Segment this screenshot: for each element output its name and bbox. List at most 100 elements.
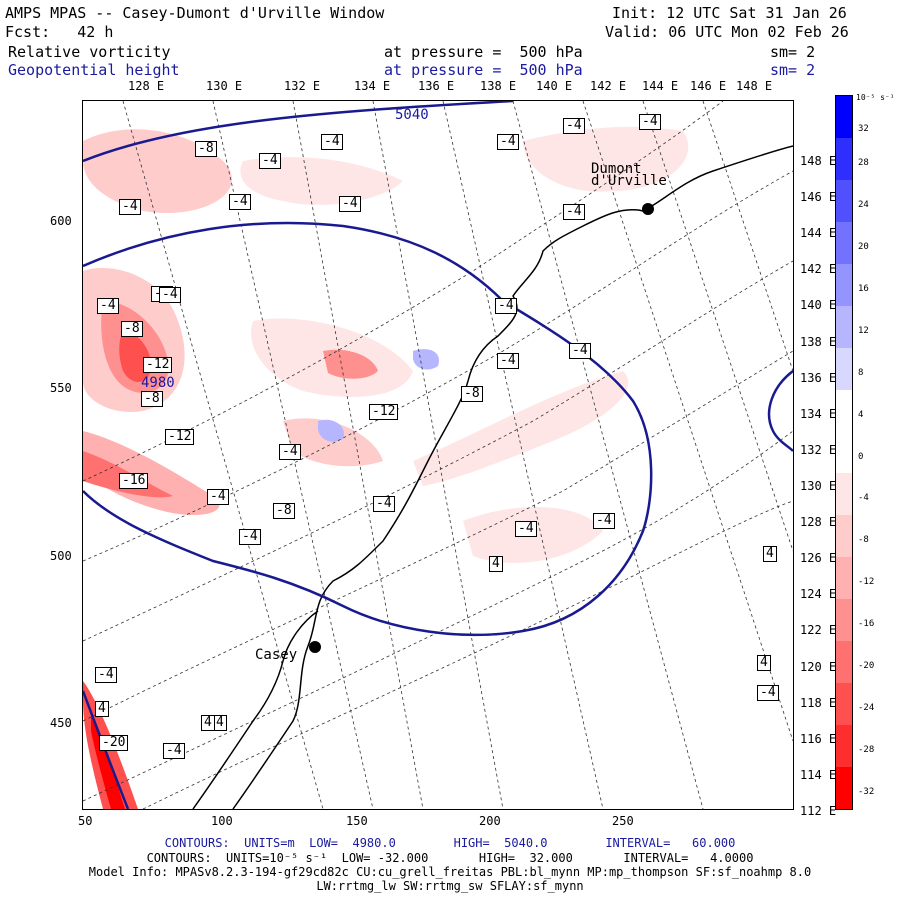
field2-name: Geopotential height bbox=[8, 61, 180, 79]
right-lon-label: 146 E bbox=[800, 190, 837, 205]
vorticity-contour-label: -4 bbox=[159, 287, 181, 303]
right-lon-label: 112 E bbox=[800, 804, 837, 818]
top-lon-label: 128 E bbox=[128, 79, 165, 93]
colorbar-swatch bbox=[836, 347, 852, 390]
x-tick-label: 150 bbox=[346, 814, 368, 828]
vorticity-contour-label: -4 bbox=[497, 134, 519, 150]
vorticity-contour-label: -4 bbox=[495, 298, 517, 314]
x-tick-label: 100 bbox=[211, 814, 233, 828]
right-lon-label: 142 E bbox=[800, 262, 837, 277]
vorticity-contour-label: -4 bbox=[163, 743, 185, 759]
colorbar-units: 10⁻⁵ s⁻¹ bbox=[856, 93, 895, 102]
vorticity-contour-label: -4 bbox=[95, 667, 117, 683]
forecast-hour: Fcst: 42 h bbox=[5, 23, 114, 41]
top-lon-label: 134 E bbox=[354, 79, 391, 93]
vorticity-contour-label: 4 bbox=[489, 556, 503, 572]
vorticity-contour-label: -4 bbox=[593, 513, 615, 529]
colorbar-swatch bbox=[836, 725, 852, 768]
colorbar-swatch bbox=[836, 96, 852, 138]
vorticity-contour-label: -20 bbox=[99, 735, 129, 751]
colorbar-level-label: 12 bbox=[858, 325, 869, 336]
vorticity-contour-label: -4 bbox=[757, 685, 779, 701]
vorticity-contour-label: 4 bbox=[95, 701, 109, 717]
colorbar-swatch bbox=[836, 683, 852, 726]
vorticity-contour-label: -4 bbox=[259, 153, 281, 169]
colorbar-swatch bbox=[836, 767, 852, 809]
right-lon-label: 148 E bbox=[800, 154, 837, 168]
colorbar-level-label: -28 bbox=[858, 745, 875, 756]
vorticity-contour-label: -8 bbox=[121, 321, 143, 337]
vorticity-contour-label: -4 bbox=[207, 489, 229, 505]
valid-time: Valid: 06 UTC Mon 02 Feb 26 bbox=[605, 23, 849, 41]
colorbar-level-label: -12 bbox=[858, 577, 875, 588]
colorbar-swatch bbox=[836, 221, 852, 264]
vorticity-contour-label: -12 bbox=[143, 357, 173, 373]
field1-smoothing: sm= 2 bbox=[770, 43, 816, 61]
right-lon-label: 122 E bbox=[800, 623, 837, 638]
colorbar-level-label: 8 bbox=[858, 367, 864, 378]
field2-smoothing: sm= 2 bbox=[770, 61, 816, 79]
vorticity-contour-label: -4 bbox=[239, 529, 261, 545]
vorticity-contour-label: 4 bbox=[763, 546, 777, 562]
colorbar-level-label: -16 bbox=[858, 619, 875, 630]
vorticity-contour-label: -12 bbox=[369, 404, 399, 420]
height-label-4980: 4980 bbox=[141, 375, 175, 391]
top-lon-label: 132 E bbox=[284, 79, 321, 93]
colorbar-level-label: 0 bbox=[858, 451, 864, 462]
vorticity-contour-label: -4 bbox=[97, 298, 119, 314]
y-tick-label: 550 bbox=[50, 381, 72, 395]
right-lon-label: 138 E bbox=[800, 334, 837, 349]
vorticity-contour-label: 4 bbox=[213, 715, 227, 731]
colorbar-swatch bbox=[836, 179, 852, 222]
right-lon-label: 126 E bbox=[800, 551, 837, 566]
colorbar-level-label: 32 bbox=[858, 123, 869, 134]
coastline bbox=[192, 145, 793, 809]
right-lon-label: 124 E bbox=[800, 587, 837, 602]
right-lon-label: 140 E bbox=[800, 298, 837, 313]
vorticity-contour-label: -4 bbox=[569, 343, 591, 359]
vorticity-contour-label: 4 bbox=[757, 655, 771, 671]
casey-label: Casey bbox=[255, 647, 298, 663]
map-canvas bbox=[83, 101, 793, 809]
right-lon-label: 144 E bbox=[800, 226, 837, 241]
colorbar-swatch bbox=[836, 137, 852, 180]
top-lon-label: 130 E bbox=[206, 79, 243, 93]
colorbar-swatch bbox=[836, 515, 852, 558]
vorticity-shading bbox=[83, 126, 689, 809]
vorticity-contour-label: -8 bbox=[273, 503, 295, 519]
colorbar-level-label: 24 bbox=[858, 199, 869, 210]
vorticity-contour-label: -4 bbox=[373, 496, 395, 512]
colorbar-level-label: 4 bbox=[858, 409, 864, 420]
init-time: Init: 12 UTC Sat 31 Jan 26 bbox=[612, 4, 847, 22]
vorticity-contour-label: -12 bbox=[165, 429, 195, 445]
vorticity-contour-label: 4 bbox=[201, 715, 215, 731]
colorbar-level-label: 20 bbox=[858, 241, 869, 252]
vorticity-contour-label: -4 bbox=[515, 521, 537, 537]
model-title: AMPS MPAS -- Casey-Dumont d'Urville Wind… bbox=[5, 4, 385, 22]
colorbar-swatch bbox=[836, 389, 852, 432]
footer-height-contours: CONTOURS: UNITS=m LOW= 4980.0 HIGH= 5040… bbox=[164, 836, 736, 850]
vorticity-contour-label: -4 bbox=[229, 194, 251, 210]
colorbar-swatch bbox=[836, 557, 852, 600]
field2-level: at pressure = 500 hPa bbox=[384, 61, 583, 79]
vorticity-contour-label: -4 bbox=[279, 444, 301, 460]
right-lon-label: 132 E bbox=[800, 442, 837, 457]
x-tick-label: 50 bbox=[78, 814, 93, 828]
footer-physics-info: LW:rrtmg_lw SW:rrtmg_sw SFLAY:sf_mynn bbox=[316, 879, 584, 893]
top-lon-label: 140 E bbox=[536, 79, 573, 93]
vorticity-contour-label: -4 bbox=[119, 199, 141, 215]
casey-station-marker bbox=[309, 641, 321, 653]
colorbar-level-label: -24 bbox=[858, 703, 875, 714]
field1-name: Relative vorticity bbox=[8, 43, 171, 61]
colorbar-level-label: -20 bbox=[858, 661, 875, 672]
vorticity-contour-label: -8 bbox=[195, 141, 217, 157]
colorbar-level-label: 16 bbox=[858, 283, 869, 294]
dumont-label: Dumont d'Urville bbox=[591, 161, 667, 189]
x-tick-label: 200 bbox=[479, 814, 501, 828]
vorticity-contour-label: -4 bbox=[497, 353, 519, 369]
colorbar-swatch bbox=[836, 641, 852, 684]
field1-level: at pressure = 500 hPa bbox=[384, 43, 583, 61]
vorticity-contour-label: -16 bbox=[119, 473, 149, 489]
colorbar bbox=[835, 95, 853, 810]
top-lon-label: 138 E bbox=[480, 79, 517, 93]
